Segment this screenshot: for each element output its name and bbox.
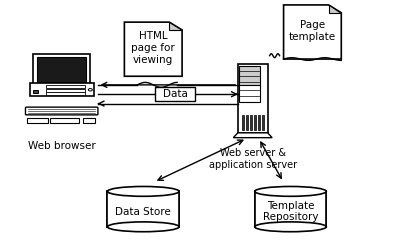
FancyBboxPatch shape	[25, 107, 98, 115]
Bar	[33, 54, 90, 89]
Text: Data Store: Data Store	[115, 207, 171, 216]
Bar	[242, 115, 244, 130]
Polygon shape	[283, 5, 341, 59]
Bar	[37, 57, 86, 86]
Polygon shape	[124, 22, 182, 76]
Bar	[83, 118, 95, 123]
Text: HTML
page for
viewing: HTML page for viewing	[131, 31, 175, 64]
Ellipse shape	[255, 186, 326, 196]
Polygon shape	[329, 5, 341, 13]
Bar	[239, 85, 260, 102]
Circle shape	[88, 89, 92, 91]
Polygon shape	[233, 133, 272, 138]
Polygon shape	[170, 22, 182, 30]
Bar	[155, 87, 195, 101]
Bar	[50, 118, 79, 123]
Text: Web browser: Web browser	[28, 141, 96, 152]
Bar	[250, 115, 252, 130]
Bar	[33, 90, 38, 93]
Bar	[258, 115, 260, 130]
Bar	[254, 115, 256, 130]
Bar	[238, 64, 267, 133]
Bar	[46, 85, 85, 88]
Bar	[262, 115, 264, 130]
Bar	[107, 191, 179, 227]
Bar	[30, 83, 94, 96]
Bar	[27, 118, 48, 123]
Text: Data: Data	[163, 89, 187, 99]
Text: Template
Repository: Template Repository	[263, 201, 318, 222]
Ellipse shape	[255, 222, 326, 232]
Text: Web server &
application server: Web server & application server	[209, 148, 297, 169]
Bar	[246, 115, 248, 130]
Bar	[46, 89, 85, 92]
Ellipse shape	[107, 222, 179, 232]
Bar	[255, 191, 326, 227]
Text: Page
template: Page template	[289, 20, 336, 42]
Ellipse shape	[107, 186, 179, 196]
Bar	[46, 92, 85, 95]
Bar	[239, 66, 260, 87]
